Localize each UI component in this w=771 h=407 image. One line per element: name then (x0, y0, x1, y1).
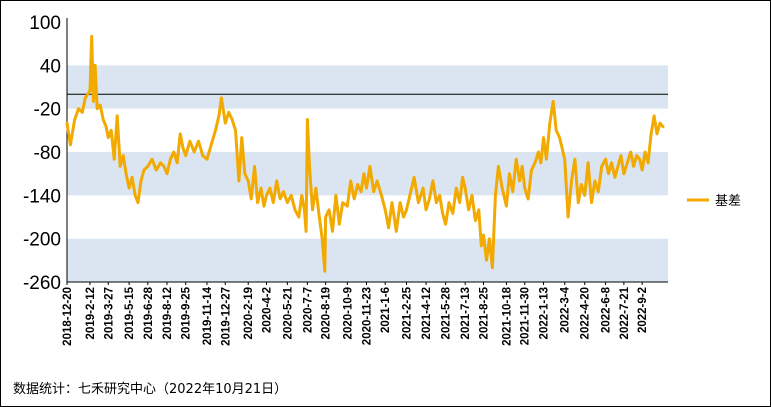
x-tick-label: 2020-11-23 (361, 287, 373, 345)
x-tick-label: 2021-2-25 (401, 286, 413, 339)
y-tick-label: -140 (23, 186, 61, 207)
x-tick-label: 2022-6-8 (601, 286, 613, 333)
x-tick-label: 2021-8-25 (478, 286, 490, 339)
y-tick-label: -20 (34, 100, 61, 121)
x-tick-label: 2019-6-28 (143, 286, 155, 339)
x-tick-label: 2020-10-9 (342, 287, 354, 339)
x-tick-label: 2021-11-30 (520, 287, 532, 345)
y-tick-label: -200 (23, 230, 61, 251)
x-tick-label: 2022-1-13 (538, 287, 550, 339)
x-tick-label: 2021-10-18 (501, 286, 513, 345)
x-tick-label: 2020-7-7 (302, 287, 314, 333)
y-tick-label: 40 (40, 56, 61, 77)
x-tick-label: 2020-5-21 (282, 286, 294, 339)
x-tick-label: 2022-9-2 (637, 287, 649, 333)
x-tick-label: 2019-12-27 (220, 287, 232, 346)
background-band-2 (67, 65, 668, 109)
x-tick-label: 2022-7-21 (619, 286, 631, 339)
legend-label: 基差 (715, 194, 741, 209)
x-tick-label: 2019-2-12 (85, 287, 97, 339)
y-tick-label: -260 (23, 273, 61, 294)
x-tick-label: 2019-11-14 (202, 286, 214, 345)
x-tick-label: 2021-4-12 (421, 287, 433, 339)
x-tick-label: 2021-7-13 (460, 287, 472, 339)
x-tick-label: 2021-1-6 (380, 287, 392, 333)
x-tick-label: 2019-5-15 (124, 286, 136, 339)
x-tick-label: 2021-5-28 (441, 286, 453, 339)
x-tick-label: 2022-4-20 (580, 287, 592, 339)
y-tick-label: -80 (34, 143, 61, 164)
x-tick-label: 2022-3-4 (560, 286, 572, 333)
x-tick-label: 2020-2-19 (243, 287, 255, 339)
x-tick-label: 2018-12-20 (62, 287, 74, 346)
source-note: 数据统计：七禾研究中心（2022年10月21日） (13, 382, 288, 397)
series-line-basis (65, 34, 665, 273)
x-tick-label: 2019-8-12 (162, 287, 174, 339)
x-tick-label: 2019-3-27 (103, 287, 115, 339)
x-tick-label: 2020-8-19 (321, 287, 333, 339)
background-band-0 (67, 238, 668, 282)
x-tick-label: 2020-4-2 (262, 287, 274, 333)
y-tick-label: 100 (29, 13, 61, 34)
x-tick-label: 2019-9-25 (181, 286, 193, 339)
